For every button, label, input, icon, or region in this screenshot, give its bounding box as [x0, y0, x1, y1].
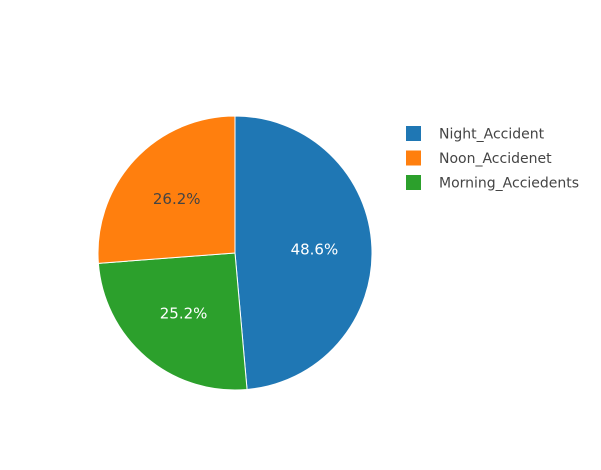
legend-label: Morning_Acciedents — [439, 176, 579, 192]
pie-slice-morning-acciedents[interactable] — [97, 252, 248, 391]
legend-swatch — [406, 150, 421, 166]
legend-item-morning-acciedents[interactable]: Morning_Acciedents — [406, 175, 579, 192]
legend-swatch — [406, 175, 421, 190]
pie-label-noon-accidenet: 26.2% — [153, 190, 201, 208]
legend-item-night-accident[interactable]: Night_Accident — [406, 126, 545, 143]
legend-label: Noon_Accidenet — [439, 151, 552, 167]
pie-slice-night-accident[interactable] — [234, 115, 373, 391]
legend-item-noon-accidenet[interactable]: Noon_Accidenet — [406, 150, 552, 168]
pie-label-morning-acciedents: 25.2% — [160, 305, 208, 323]
pie-slice-noon-accidenet[interactable] — [97, 115, 236, 264]
legend-swatch — [406, 126, 421, 141]
pie-slices — [97, 115, 373, 391]
pie-label-night-accident: 48.6% — [291, 241, 339, 259]
pie-labels: 48.6% 25.2% 26.2% — [153, 190, 338, 323]
legend-label: Night_Accident — [439, 127, 545, 143]
legend: Night_Accident Noon_Accidenet Morning_Acci… — [406, 126, 579, 192]
